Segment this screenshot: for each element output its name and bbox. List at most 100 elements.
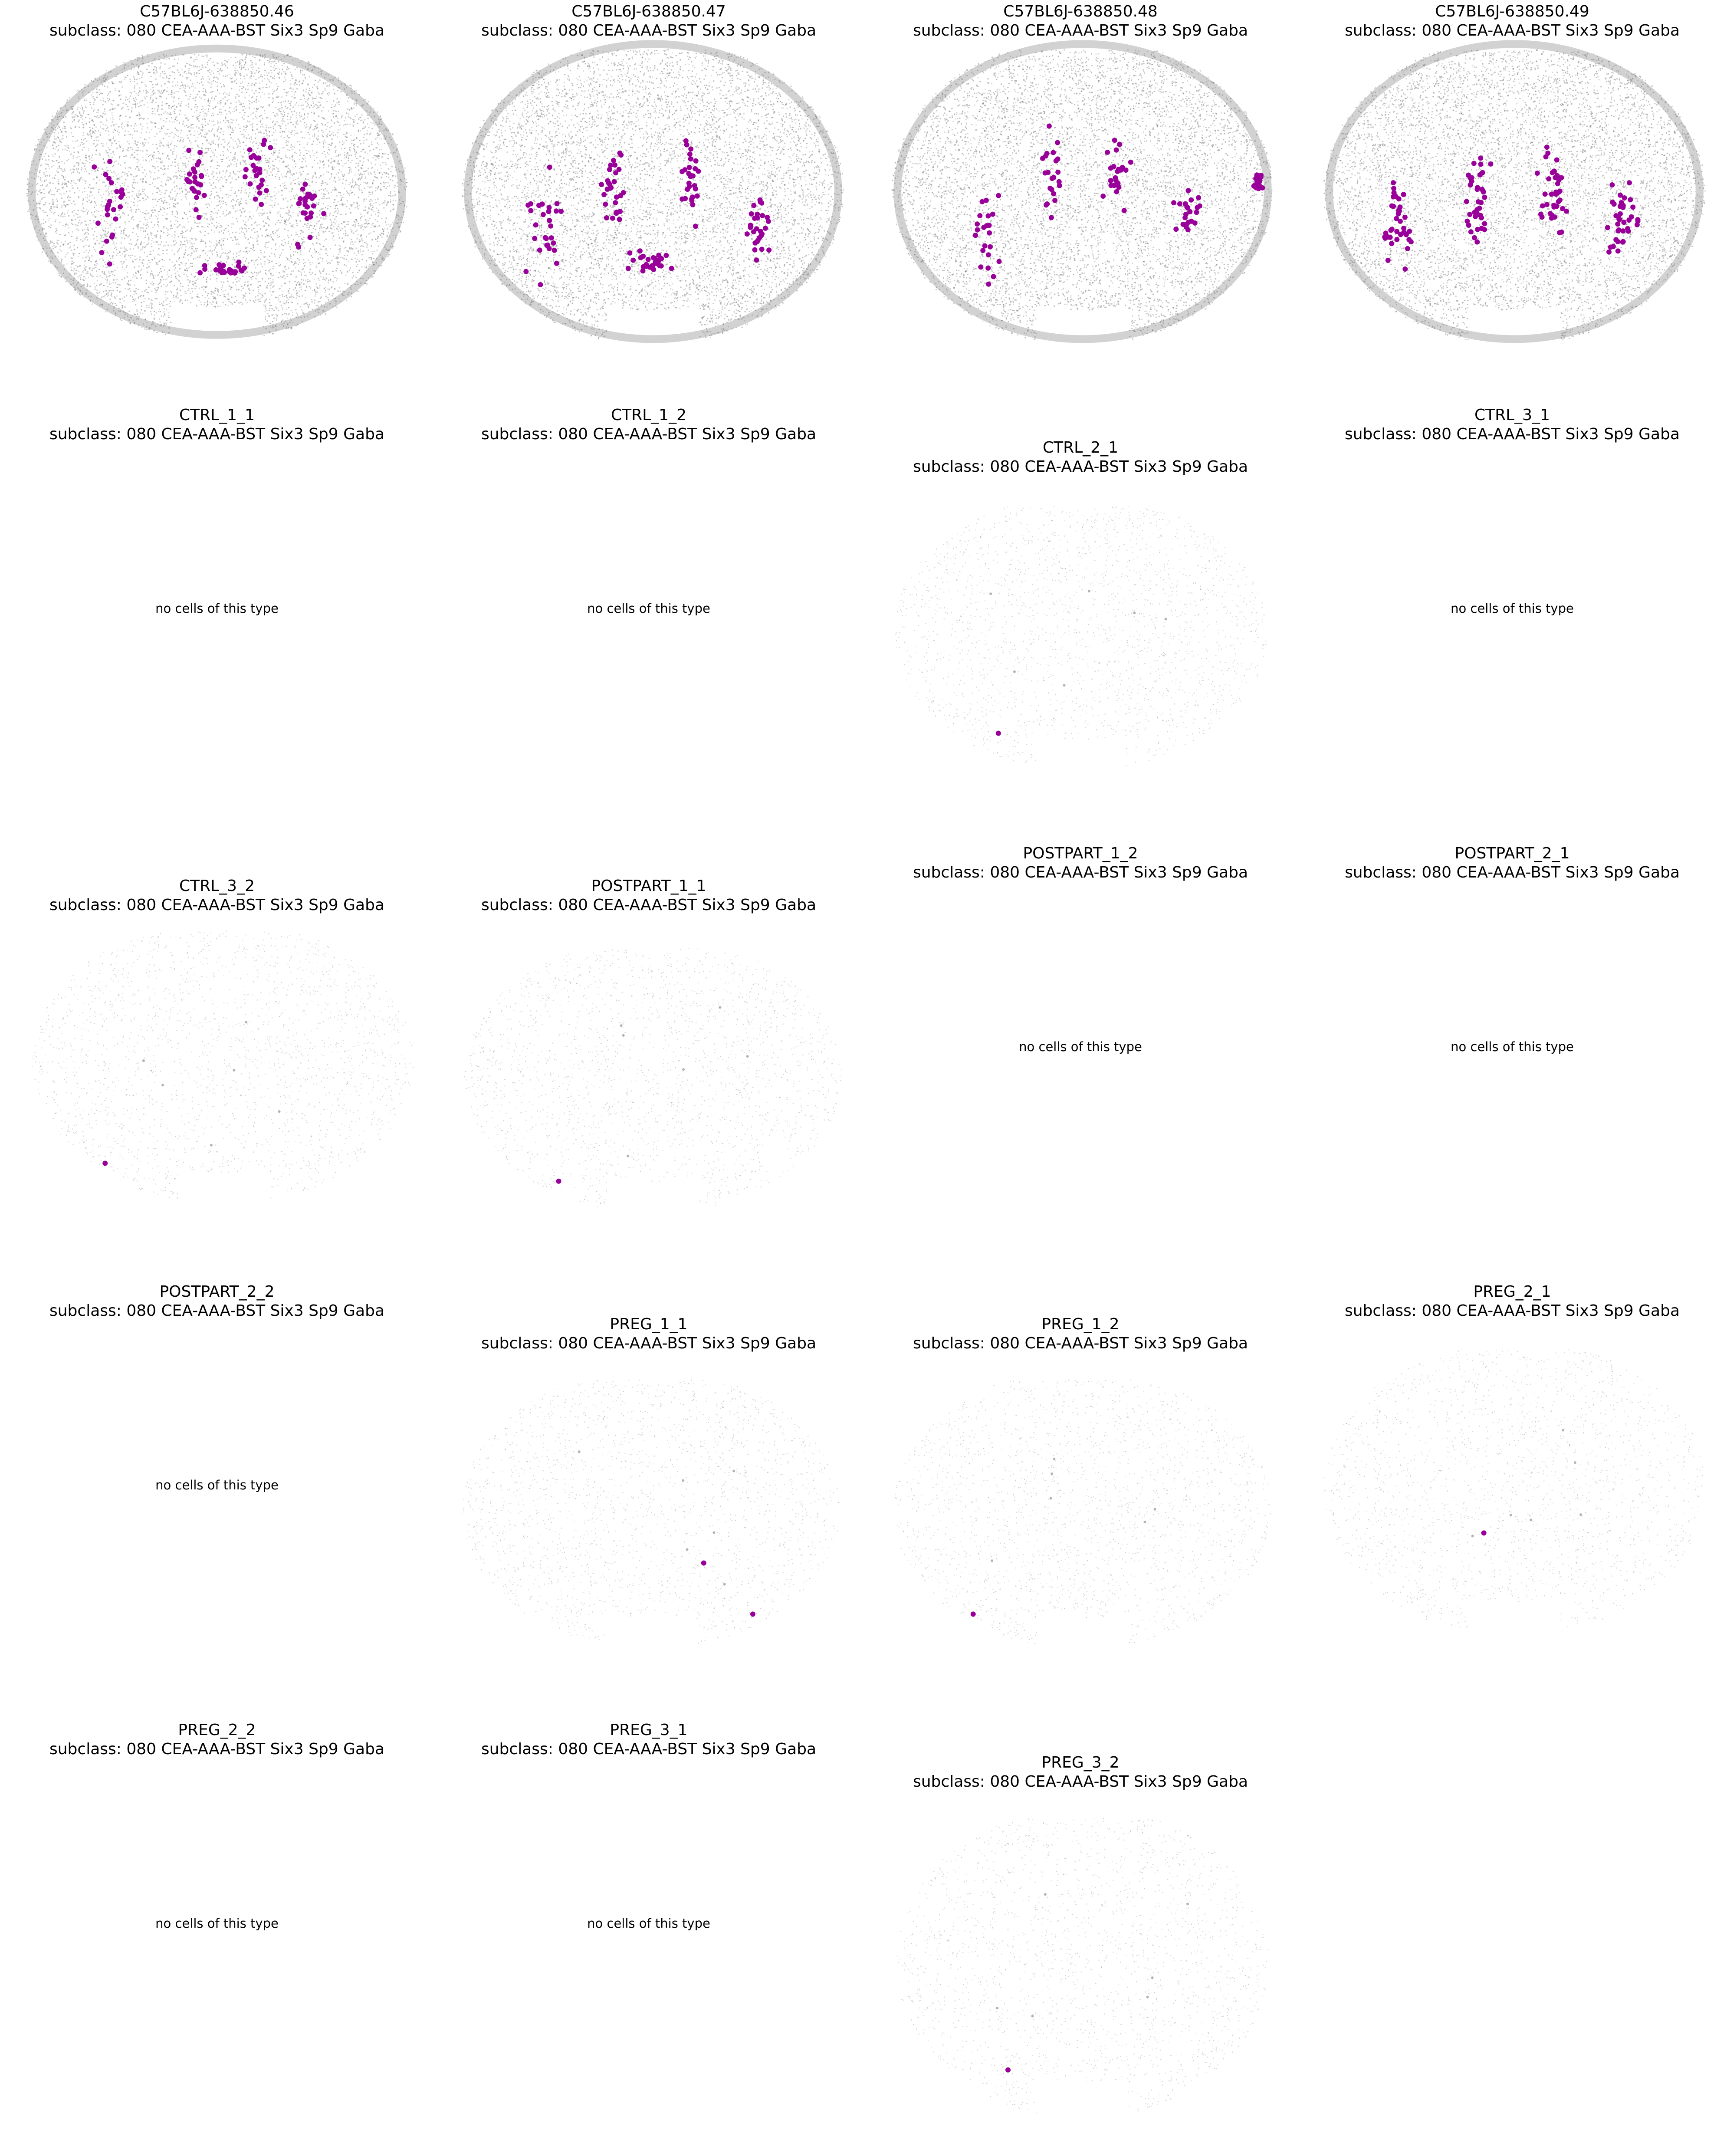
scatter-plot bbox=[894, 1379, 1271, 1644]
highlight-cell bbox=[1047, 185, 1053, 191]
highlight-cell bbox=[197, 270, 203, 276]
highlight-cell bbox=[1113, 175, 1118, 181]
highlight-cell bbox=[247, 181, 253, 187]
highlight-cell bbox=[259, 177, 265, 183]
highlight-cell bbox=[1556, 189, 1562, 195]
panel-section-name: PREG_2_2 bbox=[4, 1721, 430, 1740]
highlight-cell bbox=[253, 196, 258, 202]
panel-subclass-label: subclass: 080 CEA-AAA-BST Six3 Sp9 Gaba bbox=[436, 896, 861, 915]
highlight-cell bbox=[1471, 235, 1477, 240]
highlight-cell bbox=[239, 268, 245, 274]
scatter-plot bbox=[1323, 40, 1706, 343]
highlight-cell bbox=[305, 191, 311, 197]
highlight-cell bbox=[554, 260, 559, 266]
scatter-plot bbox=[896, 1818, 1268, 2113]
highlight-cell bbox=[1628, 197, 1633, 203]
highlight-cell bbox=[979, 199, 985, 204]
highlight-cell bbox=[1182, 215, 1188, 220]
highlight-cell bbox=[1618, 192, 1623, 198]
panel-subclass-label: subclass: 080 CEA-AAA-BST Six3 Sp9 Gaba bbox=[1300, 863, 1725, 882]
panel-title: CTRL_1_2 subclass: 080 CEA-AAA-BST Six3 S… bbox=[436, 406, 861, 444]
highlight-cell bbox=[1608, 244, 1613, 250]
highlight-cell bbox=[309, 210, 314, 216]
highlight-cell bbox=[1621, 220, 1627, 225]
highlight-cell bbox=[102, 1160, 108, 1166]
highlight-cell bbox=[1055, 140, 1060, 145]
background-cell-dark bbox=[732, 1469, 735, 1472]
highlight-cell bbox=[765, 214, 770, 220]
highlight-cell bbox=[1625, 226, 1631, 231]
highlight-cell bbox=[1617, 217, 1622, 222]
panel-subclass-label: subclass: 080 CEA-AAA-BST Six3 Sp9 Gaba bbox=[868, 863, 1293, 882]
panel-subclass-label: subclass: 080 CEA-AAA-BST Six3 Sp9 Gaba bbox=[1300, 21, 1725, 40]
highlight-cell bbox=[1403, 232, 1409, 237]
highlight-cell bbox=[545, 242, 550, 248]
highlight-cell bbox=[990, 211, 995, 217]
background-cell-dark bbox=[1087, 589, 1090, 592]
panel-subclass-label: subclass: 080 CEA-AAA-BST Six3 Sp9 Gaba bbox=[868, 457, 1293, 477]
highlight-cell bbox=[608, 162, 614, 168]
highlight-cell bbox=[1482, 227, 1487, 232]
highlight-cell bbox=[523, 269, 529, 274]
highlight-cell bbox=[650, 266, 656, 271]
highlight-cell bbox=[757, 197, 763, 203]
highlight-cell bbox=[1189, 197, 1194, 203]
highlight-cell bbox=[1120, 164, 1125, 170]
highlight-cell bbox=[970, 1611, 976, 1617]
highlight-cell bbox=[754, 257, 759, 263]
panel-section-name: POSTPART_1_2 bbox=[868, 844, 1293, 863]
panel-section-name: C57BL6J-638850.47 bbox=[436, 2, 861, 21]
highlight-cell bbox=[120, 191, 125, 197]
highlight-cell bbox=[1488, 161, 1494, 167]
highlight-cell bbox=[749, 211, 754, 217]
empty-message: no cells of this type bbox=[868, 1039, 1293, 1054]
highlight-cell bbox=[231, 269, 237, 275]
highlight-cell bbox=[302, 198, 308, 204]
highlight-cell bbox=[1401, 192, 1406, 197]
background-cell-dark bbox=[682, 1479, 685, 1482]
panel-title: CTRL_2_1 subclass: 080 CEA-AAA-BST Six3 S… bbox=[868, 438, 1293, 477]
highlight-cell bbox=[696, 168, 701, 174]
highlight-cell bbox=[765, 219, 771, 224]
highlight-cell bbox=[1477, 205, 1482, 211]
highlight-cell bbox=[1044, 201, 1050, 207]
highlight-cell bbox=[554, 208, 559, 214]
highlight-cell bbox=[196, 190, 201, 195]
highlight-cell bbox=[254, 166, 259, 171]
highlight-cell bbox=[1388, 227, 1394, 233]
highlight-cell bbox=[1629, 214, 1634, 220]
highlight-cell bbox=[1113, 147, 1119, 153]
highlight-cell bbox=[1630, 204, 1636, 210]
brain-outline bbox=[28, 44, 406, 339]
highlight-cell bbox=[302, 181, 308, 187]
highlight-cell bbox=[1394, 216, 1399, 221]
highlight-cell bbox=[1114, 189, 1120, 194]
highlight-cell bbox=[1617, 204, 1623, 209]
highlight-cell bbox=[755, 211, 760, 217]
highlight-cell bbox=[1544, 145, 1550, 150]
highlight-cell bbox=[973, 233, 978, 238]
highlight-cell bbox=[202, 266, 208, 272]
highlight-cell bbox=[625, 266, 631, 271]
highlight-cell bbox=[1180, 221, 1186, 227]
highlight-cell bbox=[546, 205, 552, 210]
highlight-cell bbox=[551, 240, 556, 246]
highlight-cell bbox=[201, 193, 207, 198]
background-cell-dark bbox=[1471, 1535, 1474, 1538]
highlight-cell bbox=[1044, 151, 1050, 156]
highlight-cell bbox=[1048, 215, 1054, 220]
highlight-cell bbox=[1394, 229, 1400, 234]
highlight-cell bbox=[977, 213, 983, 218]
scatter-plot bbox=[895, 505, 1267, 766]
panel-subclass-label: subclass: 080 CEA-AAA-BST Six3 Sp9 Gaba bbox=[868, 1334, 1293, 1353]
highlight-cell bbox=[1473, 214, 1478, 219]
highlight-cell bbox=[980, 248, 986, 253]
background-cell-dark bbox=[1051, 1472, 1054, 1475]
highlight-cell bbox=[978, 264, 984, 270]
highlight-cells bbox=[973, 123, 1265, 287]
highlight-cell bbox=[614, 209, 619, 215]
highlight-cell bbox=[755, 239, 760, 244]
highlight-cell bbox=[996, 259, 1002, 264]
highlight-cell bbox=[196, 159, 202, 164]
highlight-cell bbox=[701, 1560, 706, 1566]
